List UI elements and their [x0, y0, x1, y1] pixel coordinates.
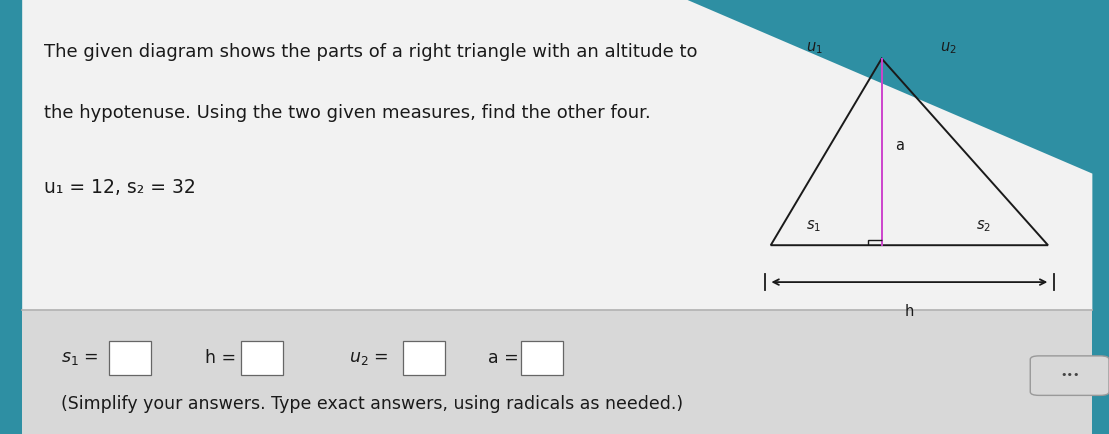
Text: h =: h = [205, 349, 236, 367]
FancyBboxPatch shape [403, 341, 445, 375]
Text: $u_2$: $u_2$ [940, 41, 957, 56]
Text: $u_2$ =: $u_2$ = [349, 349, 389, 367]
FancyBboxPatch shape [521, 341, 563, 375]
Text: (Simplify your answers. Type exact answers, using radicals as needed.): (Simplify your answers. Type exact answe… [61, 395, 683, 413]
Bar [22, 310, 1092, 434]
Text: $s_1$ =: $s_1$ = [61, 349, 99, 367]
Text: $s_1$: $s_1$ [805, 218, 821, 233]
FancyBboxPatch shape [241, 341, 283, 375]
Text: $u_1$: $u_1$ [806, 41, 823, 56]
Text: a: a [895, 138, 904, 153]
Text: the hypotenuse. Using the two given measures, find the other four.: the hypotenuse. Using the two given meas… [44, 104, 651, 122]
Polygon shape [22, 0, 1092, 310]
Text: $s_2$: $s_2$ [976, 218, 991, 233]
Text: h: h [905, 304, 914, 319]
Text: The given diagram shows the parts of a right triangle with an altitude to: The given diagram shows the parts of a r… [44, 43, 698, 61]
Text: u₁ = 12, s₂ = 32: u₁ = 12, s₂ = 32 [44, 178, 196, 197]
Text: a =: a = [488, 349, 519, 367]
FancyBboxPatch shape [1030, 356, 1109, 395]
Text: •••: ••• [1060, 370, 1080, 381]
FancyBboxPatch shape [109, 341, 151, 375]
